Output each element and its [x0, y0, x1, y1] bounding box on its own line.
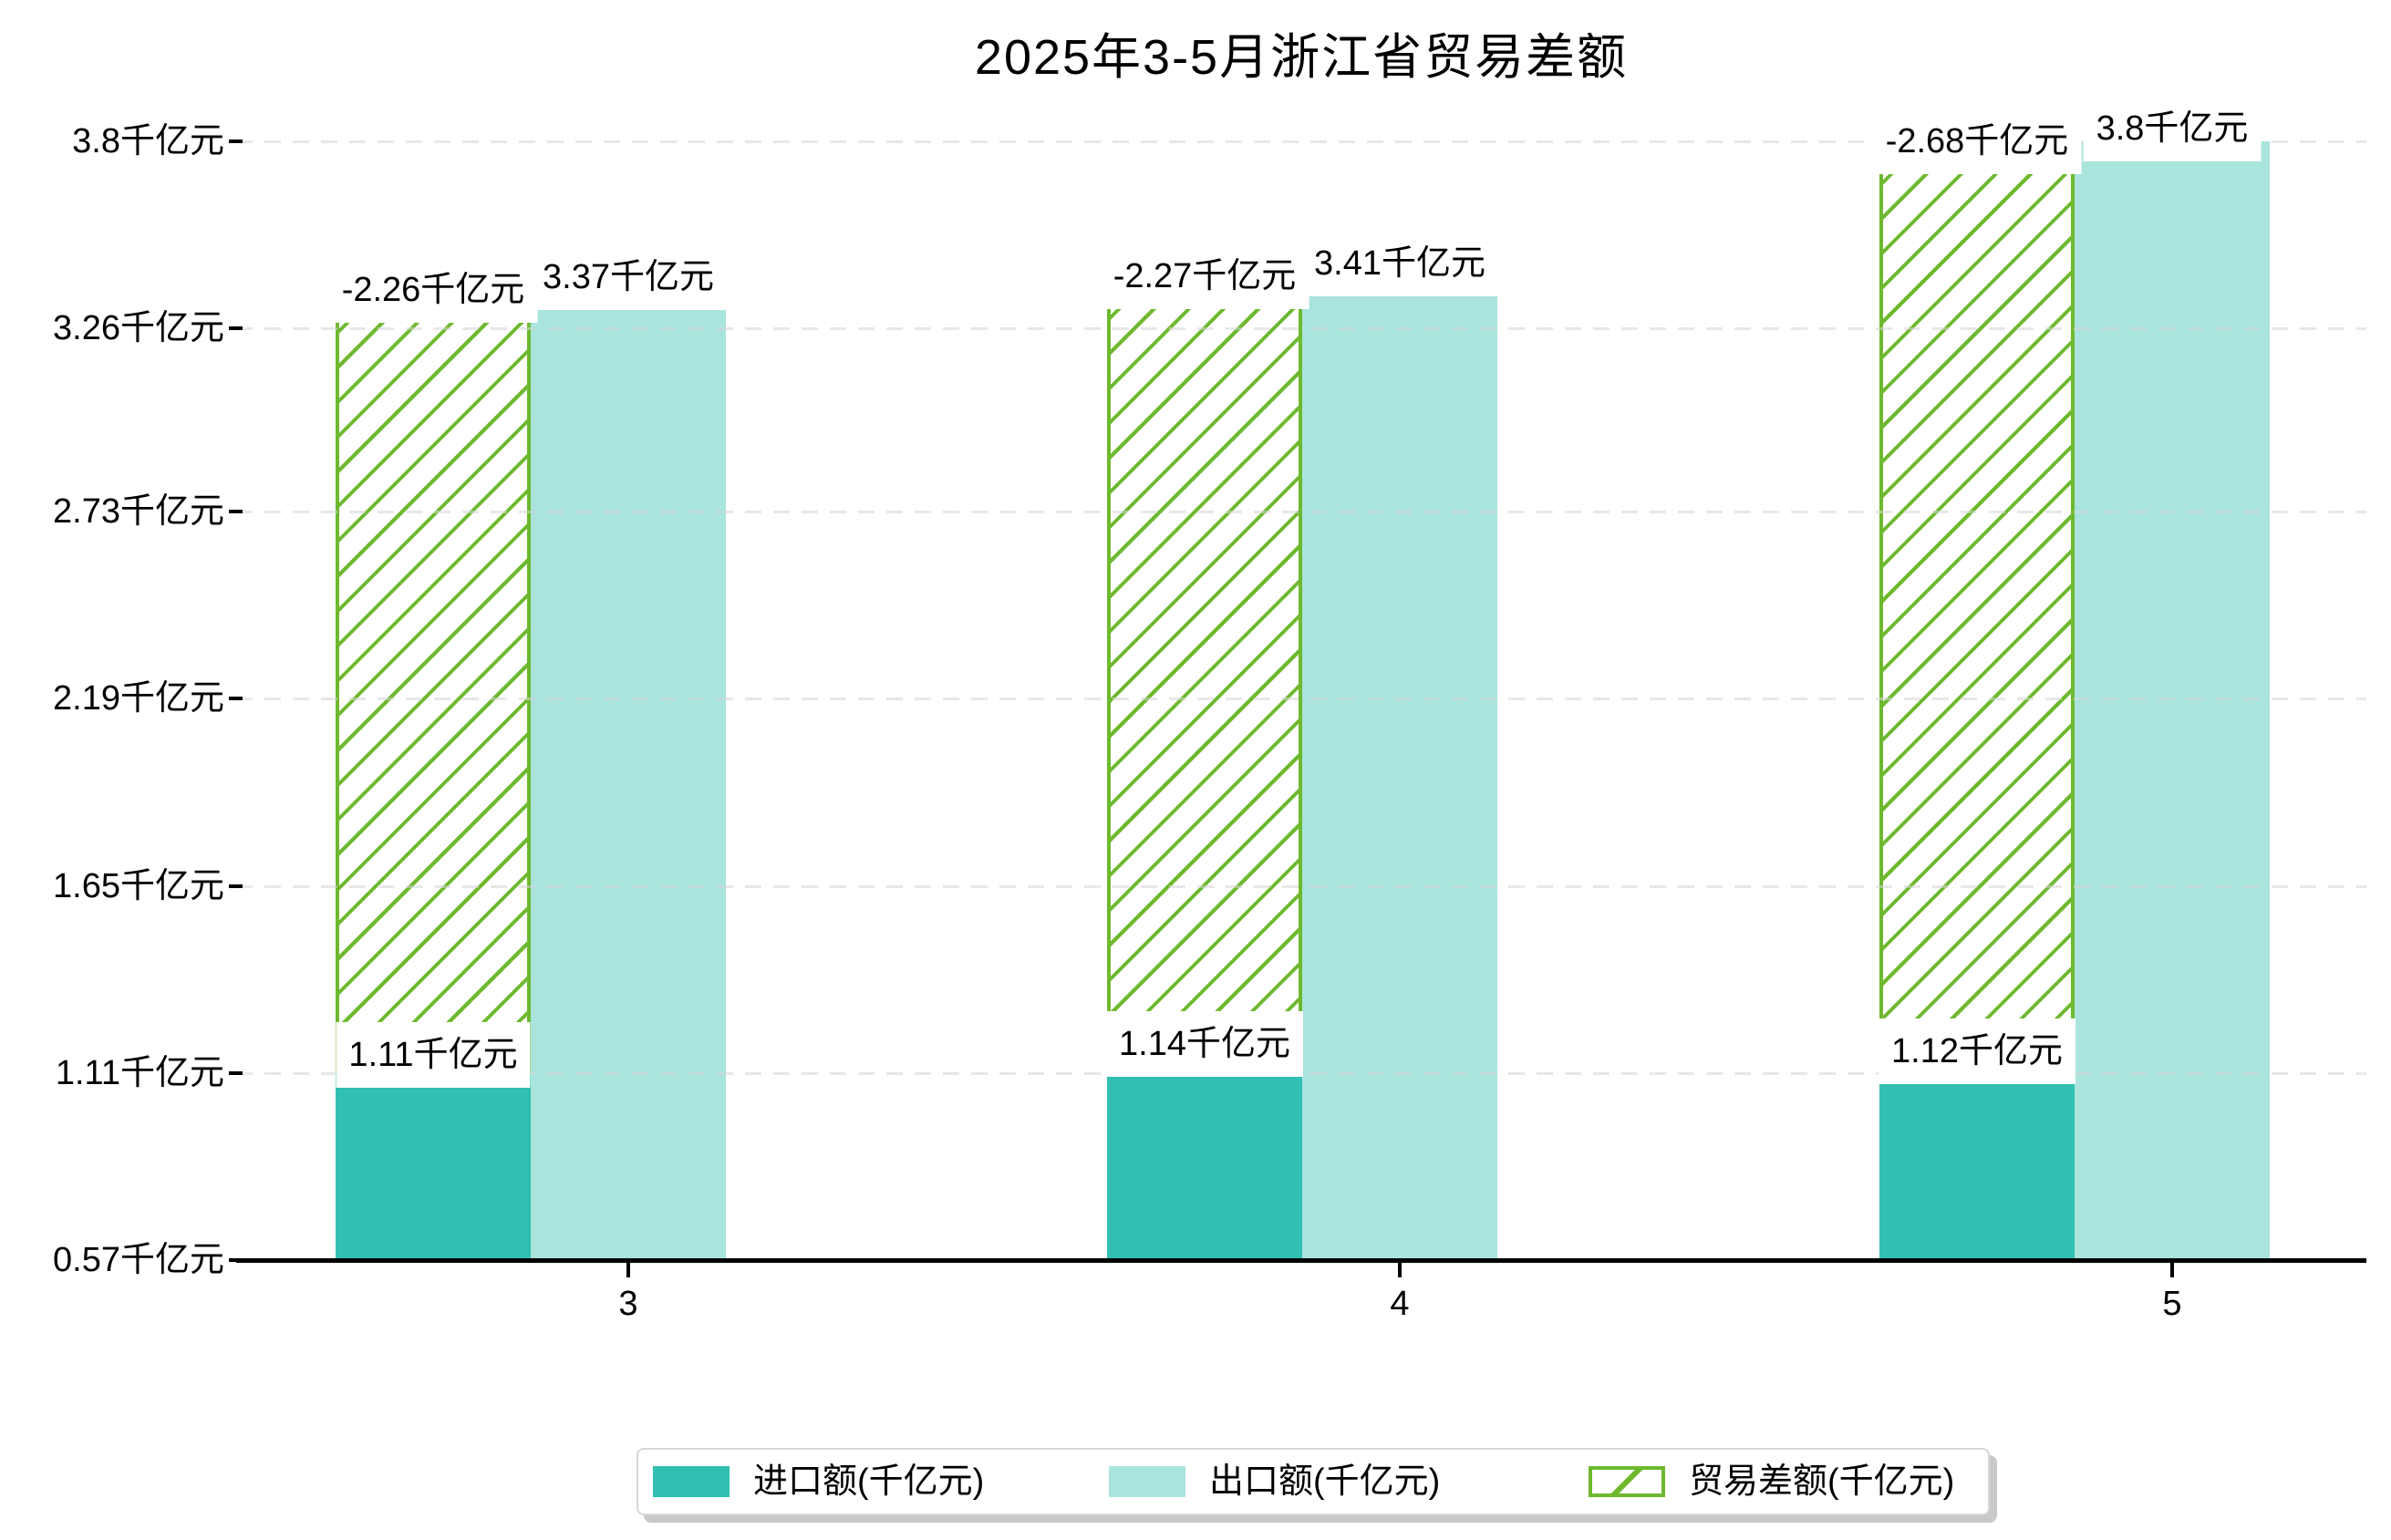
legend-item-exports: 出口额(千亿元) — [1109, 1450, 1440, 1514]
legend-swatch-exports-icon — [1109, 1466, 1185, 1497]
y-tick-mark — [229, 510, 243, 514]
legend-swatch-imports-icon — [653, 1466, 730, 1497]
y-tick-mark — [229, 1258, 243, 1262]
bar-imports-month-3 — [336, 1072, 531, 1262]
y-tick-mark — [229, 1070, 243, 1075]
x-tick-mark — [626, 1263, 630, 1277]
bar-exports-month-5 — [2075, 140, 2270, 1262]
chart-title: 2025年3-5月浙江省贸易差额 — [974, 30, 1629, 85]
bar-trade-balance-month-3 — [336, 290, 531, 1073]
y-tick-label: 1.65千亿元 — [53, 866, 224, 905]
y-tick-mark — [229, 139, 243, 143]
y-tick-label: 0.57千亿元 — [53, 1241, 224, 1279]
bar-label-exports-month-4: 3.41千亿元 — [1301, 230, 1498, 296]
legend-item-imports: 进口额(千亿元) — [653, 1450, 984, 1514]
x-tick-mark — [1398, 1263, 1402, 1277]
bar-label-imports-month-4: 1.14千亿元 — [1106, 1011, 1303, 1078]
y-tick-label: 2.19千亿元 — [53, 679, 224, 718]
bar-label-trade-balance-month-3: -2.26千亿元 — [328, 257, 538, 323]
bar-trade-balance-month-4 — [1107, 275, 1302, 1063]
legend-item-trade-balance: 贸易差额(千亿元) — [1589, 1450, 1954, 1514]
legend-swatch-trade-balance-icon — [1589, 1466, 1665, 1497]
bar-imports-month-4 — [1107, 1062, 1302, 1262]
bar-label-trade-balance-month-4: -2.27千亿元 — [1100, 243, 1309, 309]
y-tick-mark — [229, 884, 243, 888]
bar-label-trade-balance-month-5: -2.68千亿元 — [1872, 108, 2082, 174]
bar-exports-month-4 — [1302, 275, 1497, 1262]
bar-label-imports-month-5: 1.12千亿元 — [1879, 1018, 2075, 1084]
y-tick-mark — [229, 697, 243, 701]
bar-label-exports-month-5: 3.8千亿元 — [2083, 95, 2262, 161]
x-tick-label: 5 — [2162, 1285, 2182, 1323]
bar-label-exports-month-3: 3.37千亿元 — [530, 244, 727, 310]
y-tick-label: 2.73千亿元 — [53, 492, 224, 532]
x-axis-line — [236, 1258, 2366, 1263]
y-tick-label: 1.11千亿元 — [55, 1053, 224, 1092]
x-tick-label: 4 — [1390, 1285, 1410, 1323]
bar-imports-month-5 — [1879, 1070, 2075, 1262]
legend: 进口额(千亿元) 出口额(千亿元) 贸易差额(千亿元) — [637, 1448, 1990, 1515]
x-tick-mark — [2170, 1263, 2174, 1277]
bar-label-imports-month-3: 1.11千亿元 — [336, 1021, 531, 1088]
y-tick-mark — [229, 326, 243, 330]
y-tick-label: 3.26千亿元 — [53, 308, 224, 347]
legend-label-trade-balance: 贸易差额(千亿元) — [1689, 1462, 1955, 1501]
legend-label-imports: 进口额(千亿元) — [753, 1462, 985, 1501]
legend-label-exports: 出口额(千亿元) — [1209, 1462, 1441, 1501]
bar-exports-month-3 — [531, 290, 726, 1262]
y-tick-label: 3.8千亿元 — [72, 121, 224, 160]
bar-trade-balance-month-5 — [1879, 140, 2075, 1070]
x-tick-label: 3 — [618, 1285, 638, 1323]
